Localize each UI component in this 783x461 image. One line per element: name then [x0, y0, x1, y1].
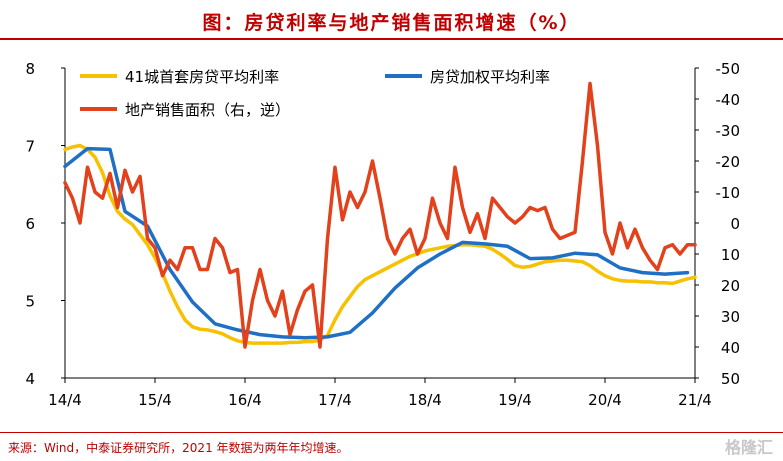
left-tick-label: 7: [25, 138, 35, 156]
right-tick-label: 30: [721, 308, 740, 326]
right-tick-label: 20: [721, 277, 740, 295]
right-tick-label: 0: [730, 215, 740, 233]
x-tick-label: 15/4: [138, 391, 172, 409]
right-tick-label: 50: [721, 370, 740, 388]
chart-title: 图：房贷利率与地产销售面积增速（%）: [202, 12, 581, 34]
chart-canvas: 4 5 6 7 8 -50 -40 -30 -20 -10 0 10 20 30 40 50 14/4 15/4 1…: [25, 60, 740, 409]
right-tick-label: 10: [721, 246, 740, 264]
x-tick-label: 17/4: [318, 391, 352, 409]
sales-area-growth-line: [63, 81, 697, 349]
x-tick-label: 18/4: [408, 391, 442, 409]
x-tick-label: 14/4: [48, 391, 82, 409]
x-tick-label: 21/4: [678, 391, 712, 409]
mortgage-rate-legend-label: 房贷加权平均利率: [430, 68, 550, 86]
right-tick-label: -40: [716, 91, 741, 109]
right-tick-label: -10: [716, 184, 741, 202]
first-home-rate-line: [63, 143, 697, 345]
left-tick-label: 5: [25, 293, 35, 311]
sales-area-growth-legend-label: 地产销售面积（右，逆）: [125, 101, 290, 119]
right-tick-label: -50: [716, 60, 741, 78]
source-note: 来源：Wind，中泰证券研究所，2021 年数据为两年年均增速。: [8, 441, 349, 455]
left-tick-label: 6: [25, 215, 35, 233]
mortgage-rate-line: [63, 146, 690, 340]
watermark-logo: 格隆汇: [724, 438, 773, 457]
right-tick-label: -30: [716, 122, 741, 140]
right-tick-label: -20: [716, 153, 741, 171]
left-tick-label: 4: [25, 370, 35, 388]
x-tick-label: 20/4: [588, 391, 622, 409]
footer-divider: [0, 432, 783, 433]
axes: 4 5 6 7 8 -50 -40 -30 -20 -10 0 10 20 30 40 50 14/4 15/4 1…: [25, 60, 740, 409]
right-tick-label: 40: [721, 339, 740, 357]
plot-lines: [63, 81, 697, 349]
title-divider: [0, 38, 783, 40]
x-tick-label: 19/4: [498, 391, 532, 409]
first-home-rate-legend-label: 41城首套房贷平均利率: [125, 68, 279, 86]
left-tick-label: 8: [25, 60, 35, 78]
x-tick-label: 16/4: [228, 391, 262, 409]
